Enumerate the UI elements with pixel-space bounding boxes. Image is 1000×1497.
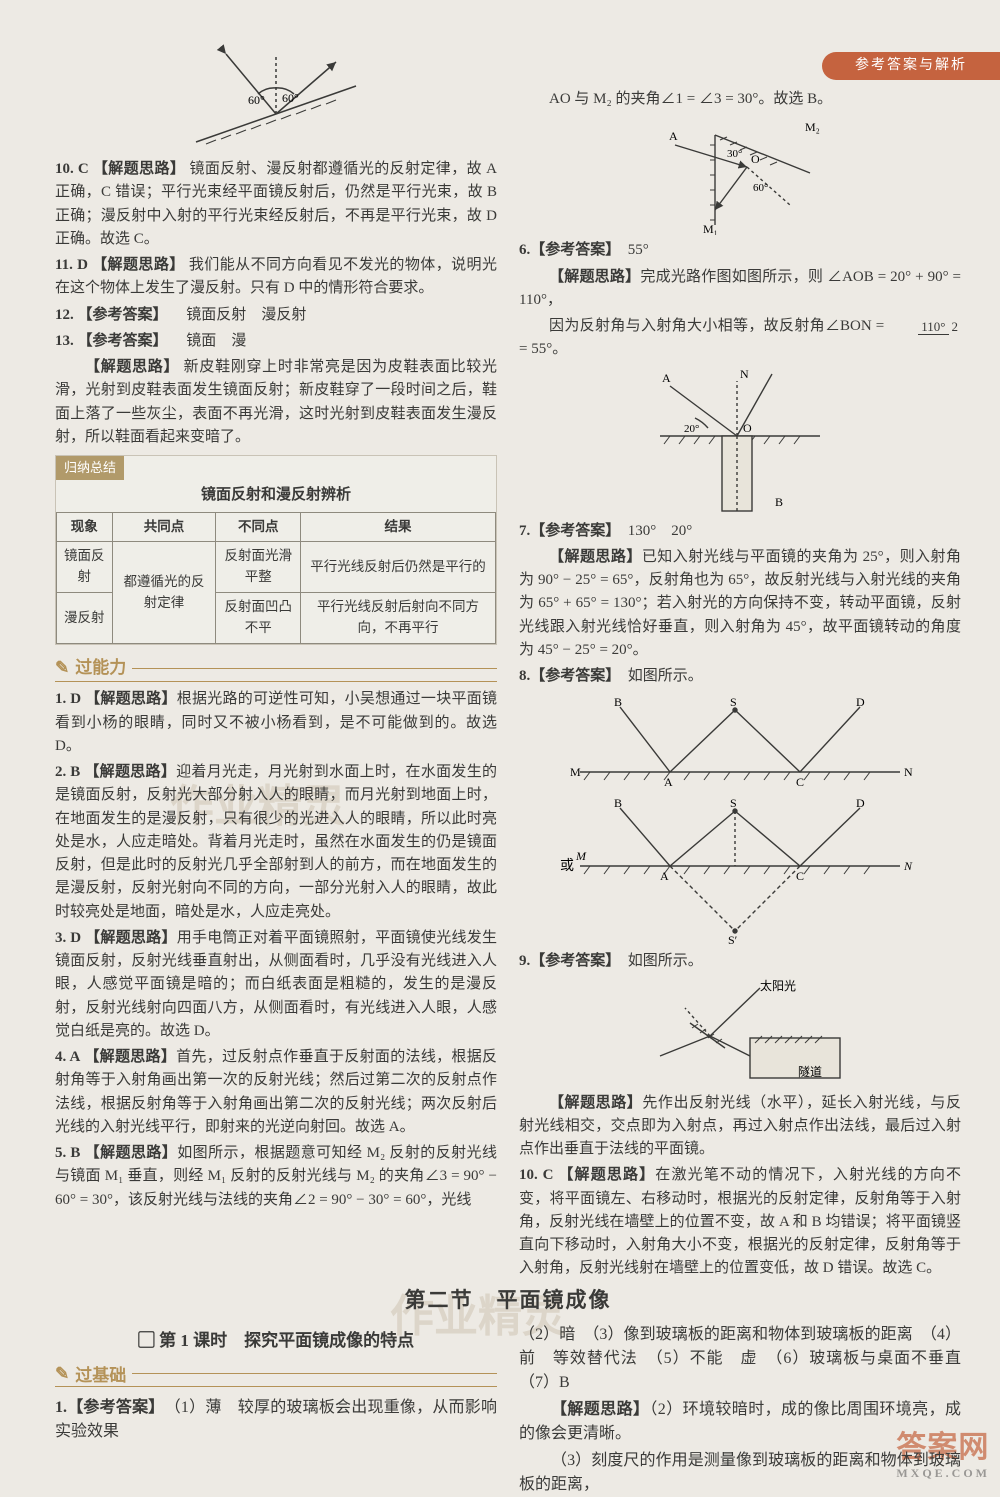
svg-text:S′: S′ [728, 933, 738, 946]
a3: 3. D 【解题思路】用手电筒正对着平面镜照射，平面镜使光线发生镜面反射，反射光… [55, 927, 497, 1043]
svg-text:60°: 60° [248, 93, 265, 107]
cont-l2: 【解题思路】（2）环境较暗时，成的像比周围环境亮，成的像会更清晰。 [519, 1395, 961, 1443]
svg-text:D: D [856, 695, 865, 709]
svg-text:S: S [730, 695, 737, 709]
cont-l1: （2）暗 （3）像到玻璃板的距离和物体到玻璃板的距离 （4）前 等效替代法 （5… [519, 1320, 961, 1392]
svg-text:30°: 30° [727, 148, 742, 160]
r-q6c: 因为反射角与入射角大小相等，故反射角∠BON = 110°2 = 55°。 [519, 315, 961, 362]
lesson1-title: ▢ 第 1 课时 探究平面镜成像的特点 [55, 1326, 497, 1351]
right-column: AO 与 M₂ 的夹角∠1 = ∠3 = 30°。故选 B。 M₂ A O M₁… [519, 40, 961, 1440]
svg-text:O: O [743, 421, 752, 435]
q10: 10. C 【解题思路】 镜面反射、漫反射都遵循光的反射定律，故 A 正确，C … [55, 158, 497, 251]
r-q9b: 【解题思路】先作出反射光线（水平），延长入射光线，与反射光线相交，交点即为入射点… [519, 1092, 961, 1162]
svg-text:A: A [669, 129, 678, 143]
r-topline: AO 与 M₂ 的夹角∠1 = ∠3 = 30°。故选 B。 [519, 88, 961, 111]
svg-text:A: A [664, 775, 673, 789]
svg-text:太阳光: 太阳光 [760, 978, 796, 993]
a1: 1. D 【解题思路】根据光路的可逆性可知，小吴想通过一块平面镜看到小杨的眼睛，… [55, 688, 497, 758]
section2-title: 第二节 平面镜成像 [55, 1284, 961, 1314]
summary-head: 归纳总结 [56, 456, 124, 480]
a5: 5. B 【解题思路】如图所示，根据题意可知经 M₂ 反射的反射光线与镜面 M₁… [55, 1142, 497, 1212]
r-q10: 10. C 【解题思路】在激光笔不动的情况下，入射光线的方向不变，将平面镜左、右… [519, 1164, 961, 1280]
cont-l3: （3）刻度尺的作用是测量像到玻璃板的距离和物体到玻璃板的距离， [519, 1446, 961, 1494]
svg-text:N: N [904, 765, 913, 779]
fig-ao: M₂ A O M₁ 30° 60° [655, 115, 825, 235]
fig-q8-top: B S D M A C N [560, 692, 920, 792]
svg-text:C: C [796, 869, 804, 883]
svg-text:A: A [662, 371, 671, 385]
r-q6a: 6.【参考答案】 55° [519, 239, 961, 262]
q11: 11. D 【解题思路】 我们能从不同方向看见不发光的物体，说明光在这个物体上发… [55, 254, 497, 301]
summary-box: 归纳总结 镜面反射和漫反射辨析 现象 共同点 不同点 结果 镜面反射 都遵循光的… [55, 455, 497, 645]
ability-heading: ✎过能力 [55, 655, 497, 682]
r-q6b: 【解题思路】完成光路作图如图所示，则 ∠AOB = 20° + 90° = 11… [519, 266, 961, 313]
svg-text:B: B [614, 695, 622, 709]
q13a: 13. 【参考答案】 镜面 漫 [55, 330, 497, 353]
svg-text:60°: 60° [282, 91, 299, 105]
bottom-section: 第二节 平面镜成像 ▢ 第 1 课时 探究平面镜成像的特点 ✎过基础 1.【参考… [55, 1270, 961, 1497]
svg-text:M₁: M₁ [703, 222, 718, 235]
svg-text:隧道: 隧道 [798, 1064, 822, 1079]
r-q7b: 【解题思路】已知入射光线与平面镜的夹角为 25°，则入射角为 90° − 25°… [519, 546, 961, 662]
svg-text:A: A [660, 869, 669, 883]
svg-text:M: M [575, 849, 587, 863]
r-q8a: 8.【参考答案】 如图所示。 [519, 665, 961, 688]
svg-text:S: S [730, 796, 737, 810]
svg-text:N: N [740, 367, 749, 381]
svg-text:C: C [796, 775, 804, 789]
svg-text:N: N [903, 859, 913, 873]
svg-text:O: O [751, 152, 760, 166]
svg-text:或: 或 [560, 858, 574, 874]
fig-q8-bot: 或 B S D M A C N S′ [560, 796, 920, 946]
a2: 2. B 【解题思路】迎着月光走，月光射到水面上时，在水面发生的是镜面反射，反射… [55, 761, 497, 924]
svg-text:60°: 60° [753, 182, 768, 194]
left-column: 60° 60° 10. C 【解题思路】 镜面反射、漫反射都遵循光的反射定律，故… [55, 40, 497, 1440]
basic-heading: ✎过基础 [55, 1361, 497, 1387]
svg-text:B: B [614, 796, 622, 810]
summary-title: 镜面反射和漫反射辨析 [56, 480, 496, 511]
svg-text:B: B [775, 495, 783, 509]
r-q7a: 7.【参考答案】 130° 20° [519, 520, 961, 543]
q12: 12. 【参考答案】 镜面反射 漫反射 [55, 304, 497, 327]
a4: 4. A 【解题思路】首先，过反射点作垂直于反射面的法线，根据反射角等于入射角画… [55, 1046, 497, 1139]
b1: 1.【参考答案】 （1）薄 较厚的玻璃板会出现重像，从而影响实验效果 [55, 1393, 497, 1441]
summary-table: 现象 共同点 不同点 结果 镜面反射 都遵循光的反射定律 反射面光滑平整 平行光… [56, 512, 496, 645]
fig-q9: 太阳光 隧道 [630, 978, 850, 1088]
fig-reflection-60: 60° 60° [186, 44, 366, 154]
svg-text:20°: 20° [684, 423, 699, 435]
svg-text:D: D [856, 796, 865, 810]
q13b: 【解题思路】 新皮鞋刚穿上时非常亮是因为皮鞋表面比较光滑，光射到皮鞋表面发生镜面… [55, 356, 497, 449]
svg-text:M₂: M₂ [805, 120, 820, 134]
r-q9a: 9.【参考答案】 如图所示。 [519, 950, 961, 973]
fig-q6: A N O B 20° [640, 366, 840, 516]
svg-text:M: M [570, 765, 581, 779]
